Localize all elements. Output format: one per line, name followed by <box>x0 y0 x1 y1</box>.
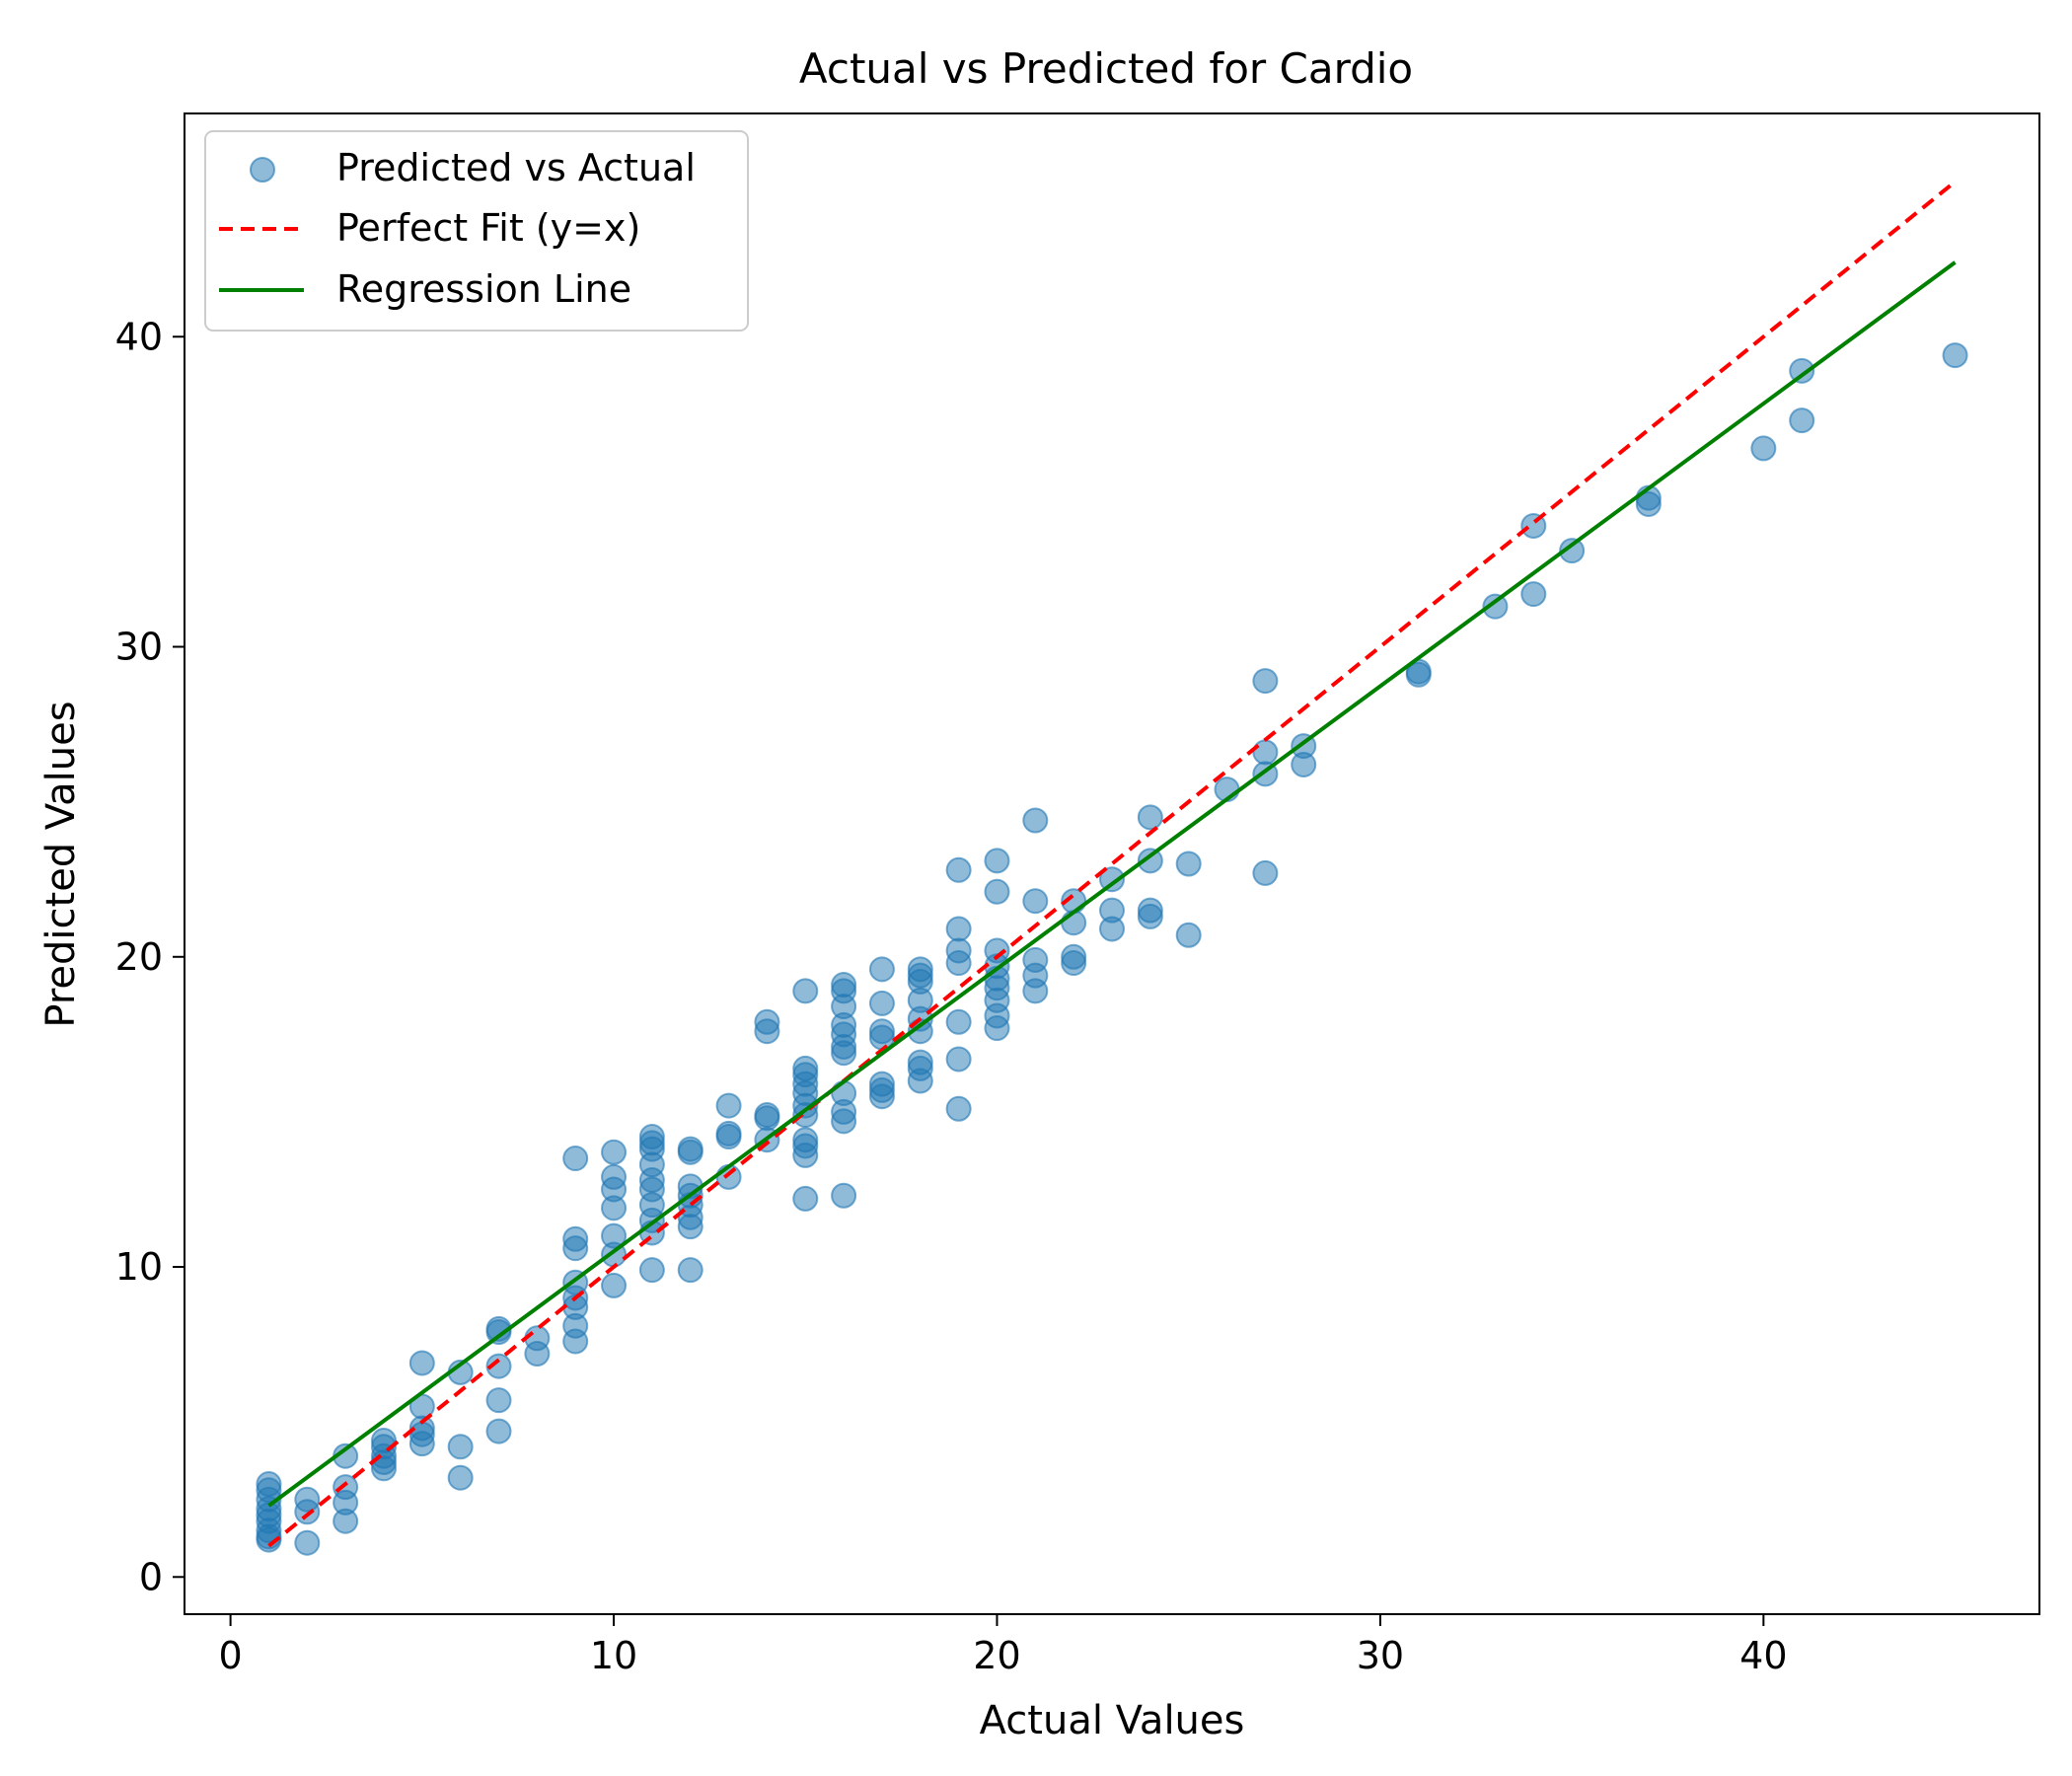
scatter-point <box>754 1008 780 1035</box>
scatter-point <box>868 1018 895 1045</box>
scatter-point <box>1137 897 1163 924</box>
chart-title: Actual vs Predicted for Cardio <box>799 44 1413 93</box>
scatter-point <box>447 1464 474 1491</box>
scatter-point <box>1252 668 1279 695</box>
scatter-point <box>945 1008 972 1035</box>
scatter-point <box>601 1222 628 1249</box>
scatter-point <box>1482 593 1509 620</box>
scatter-point <box>1137 804 1163 831</box>
scatter-point <box>1137 848 1163 874</box>
scatter-point <box>792 1185 819 1212</box>
scatter-point <box>792 1127 819 1153</box>
scatter-point <box>601 1139 628 1165</box>
scatter-point <box>715 1120 742 1147</box>
scatter-point <box>524 1325 551 1352</box>
x-tick-label: 20 <box>973 1634 1020 1677</box>
scatter-point <box>907 1049 933 1075</box>
scatter-point <box>1022 888 1049 915</box>
scatter-point <box>408 1350 435 1376</box>
scatter-point <box>333 1474 359 1501</box>
scatter-point <box>1252 859 1279 886</box>
scatter-point <box>1022 946 1049 973</box>
scatter-point <box>1175 922 1202 948</box>
scatter-point <box>256 1471 282 1498</box>
scatter-point <box>1099 866 1125 893</box>
scatter-point <box>294 1529 321 1556</box>
x-tick-label: 30 <box>1357 1634 1404 1677</box>
scatter-point <box>370 1428 397 1454</box>
scatter-point <box>485 1418 512 1444</box>
legend-box <box>204 130 749 332</box>
scatter-point <box>945 937 972 964</box>
scatter-point <box>984 848 1010 874</box>
y-tick-label: 10 <box>115 1245 163 1289</box>
scatter-point <box>945 856 972 883</box>
scatter-point <box>447 1434 474 1460</box>
scatter-point <box>984 937 1010 964</box>
y-axis-ticks: 0 10 20 30 40 <box>115 315 185 1598</box>
legend: Predicted vs Actual Perfect Fit (y=x) Re… <box>204 130 749 332</box>
scatter-point <box>792 1055 819 1081</box>
regression-line <box>267 260 1957 1508</box>
scatter-point <box>831 1182 857 1209</box>
scatter-point <box>1789 407 1815 434</box>
scatter-point <box>638 1124 665 1150</box>
scatter-point <box>1789 357 1815 384</box>
y-axis-label: Predicted Values <box>38 701 84 1027</box>
x-tick-label: 0 <box>219 1634 243 1677</box>
scatter-point <box>1175 851 1202 877</box>
scatter-points <box>256 342 1968 1556</box>
scatter-point <box>945 1095 972 1122</box>
legend-label-regression: Regression Line <box>336 267 631 311</box>
scatter-point <box>1099 897 1125 924</box>
scatter-point <box>984 878 1010 905</box>
scatter-point <box>1022 807 1049 834</box>
x-axis-ticks: 0 10 20 30 40 <box>219 1614 1788 1677</box>
scatter-point <box>1750 435 1777 462</box>
scatter-point <box>792 978 819 1004</box>
scatter-point <box>601 1272 628 1298</box>
scatter-point <box>754 1102 780 1129</box>
y-tick-label: 30 <box>115 626 163 669</box>
plot-frame <box>184 112 2040 1615</box>
scatter-point <box>945 1046 972 1073</box>
scatter-point <box>1942 342 1968 369</box>
x-axis-label: Actual Values <box>980 1698 1245 1743</box>
legend-scatter-marker <box>250 157 275 183</box>
scatter-point <box>638 1257 665 1284</box>
perfect-fit-line <box>267 180 1957 1548</box>
scatter-point <box>868 1071 895 1097</box>
scatter-point <box>868 990 895 1016</box>
scatter-point <box>907 956 933 983</box>
scatter-point <box>831 1080 857 1107</box>
y-tick-label: 20 <box>115 935 163 979</box>
legend-label-scatter: Predicted vs Actual <box>336 146 696 189</box>
scatter-point <box>677 1136 703 1162</box>
scatter-point <box>294 1486 321 1513</box>
scatter-point <box>485 1387 512 1414</box>
scatter-point <box>945 916 972 942</box>
scatter-point <box>1520 581 1547 608</box>
scatter-point <box>562 1146 589 1172</box>
scatter-point <box>831 972 857 999</box>
scatter-point <box>715 1092 742 1119</box>
y-tick-label: 40 <box>115 315 163 358</box>
scatter-point <box>677 1257 703 1284</box>
scatter-point <box>1559 538 1586 564</box>
scatter-point <box>485 1353 512 1379</box>
scatter-point <box>562 1225 589 1252</box>
x-tick-label: 10 <box>590 1634 637 1677</box>
scatter-point <box>1061 943 1087 970</box>
x-tick-label: 40 <box>1739 1634 1787 1677</box>
scatter-point <box>601 1163 628 1190</box>
y-tick-label: 0 <box>139 1555 163 1598</box>
legend-label-perfect-fit: Perfect Fit (y=x) <box>336 206 640 250</box>
scatter-point <box>1252 739 1279 766</box>
scatter-point <box>868 956 895 983</box>
